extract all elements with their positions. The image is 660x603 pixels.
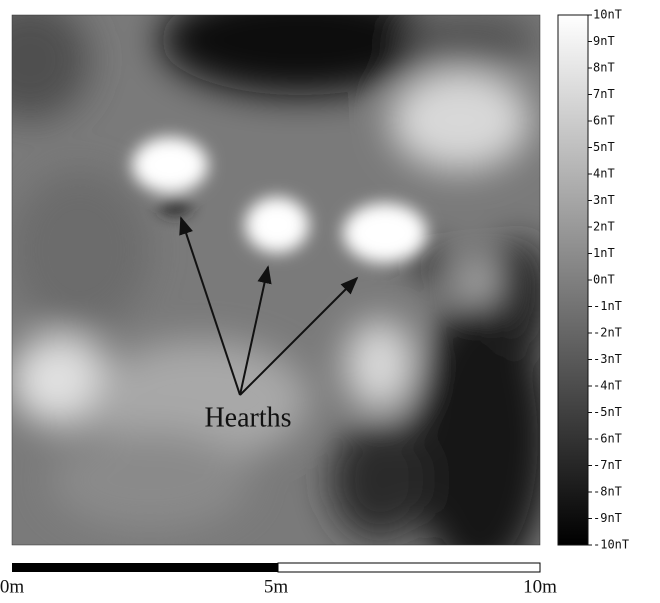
colorbar-label: 5nT xyxy=(593,140,615,154)
figure: Hearths 10nT 9nT 8nT 7nT 6nT 5nT 4nT 3nT 2nT 1nT 0… xyxy=(0,0,660,598)
scale-bar-white xyxy=(278,563,540,572)
colorbar-label: -5nT xyxy=(593,405,622,419)
colorbar-label: 6nT xyxy=(593,114,615,128)
colorbar-label: -3nT xyxy=(593,352,622,366)
colorbar-label: -9nT xyxy=(593,511,622,525)
colorbar-label: 3nT xyxy=(593,193,615,207)
colorbar-label: 2nT xyxy=(593,220,615,234)
colorbar-label: -6nT xyxy=(593,432,622,446)
scale-label: 0m xyxy=(0,576,24,597)
colorbar-label: -4nT xyxy=(593,379,622,393)
colorbar-label: -2nT xyxy=(593,326,622,340)
scale-label: 10m xyxy=(523,576,557,597)
colorbar-label: -1nT xyxy=(593,299,622,313)
scale-label: 5m xyxy=(264,576,289,597)
annotation: Hearths xyxy=(204,402,291,433)
colorbar-label: -10nT xyxy=(593,538,629,552)
page: {"map": { "annotation": "Hearths", "colo… xyxy=(0,0,660,603)
colorbar-label: 4nT xyxy=(593,167,615,181)
colorbar-label: 9nT xyxy=(593,34,615,48)
colorbar-label: 1nT xyxy=(593,246,615,260)
colorbar-label: 8nT xyxy=(593,61,615,75)
colorbar-label: 7nT xyxy=(593,87,615,101)
scale-bar-black xyxy=(12,563,278,572)
colorbar-label: -8nT xyxy=(593,485,622,499)
colorbar-label: 0nT xyxy=(593,273,615,287)
colorbar-label: -7nT xyxy=(593,458,622,472)
magnetometry-map xyxy=(0,0,550,580)
colorbar xyxy=(558,15,588,545)
colorbar-label: 10nT xyxy=(593,8,622,22)
